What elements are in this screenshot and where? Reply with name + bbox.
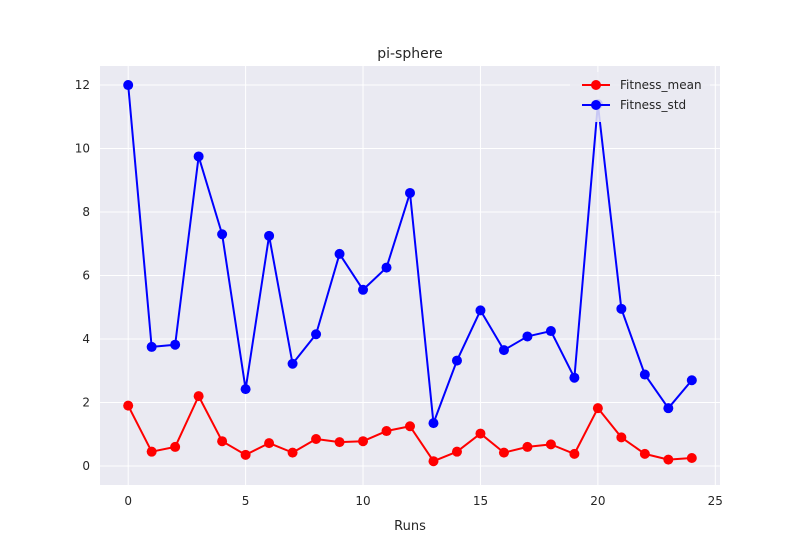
x-tick-label: 0	[124, 494, 132, 508]
data-point-fitness-std	[686, 375, 697, 386]
data-point-fitness-std	[311, 329, 322, 340]
data-point-fitness-std	[123, 80, 134, 91]
legend-marker-fitness-mean	[591, 80, 601, 90]
data-point-fitness-std	[193, 151, 204, 162]
data-point-fitness-std	[287, 358, 298, 369]
y-tick-label: 12	[75, 78, 90, 92]
x-axis-label: Runs	[394, 519, 426, 534]
data-point-fitness-mean	[217, 436, 228, 447]
data-point-fitness-std	[663, 403, 674, 414]
data-point-fitness-std	[616, 303, 627, 314]
data-point-fitness-mean	[334, 437, 345, 448]
data-point-fitness-mean	[405, 421, 415, 432]
data-point-fitness-std	[358, 284, 369, 295]
data-point-fitness-mean	[264, 438, 275, 449]
data-point-fitness-mean	[428, 456, 439, 467]
data-point-fitness-std	[405, 187, 415, 198]
legend-label-fitness-std: Fitness_std	[620, 98, 686, 112]
data-point-fitness-mean	[170, 441, 181, 452]
tick-labels: 0 5 10 15 20 25 0 2 4 6 8 10 12	[75, 78, 723, 508]
data-point-fitness-std	[334, 248, 345, 259]
data-point-fitness-mean	[522, 441, 533, 452]
x-tick-label: 10	[355, 494, 370, 508]
data-point-fitness-mean	[592, 403, 603, 414]
y-tick-label: 10	[75, 142, 90, 156]
x-tick-label: 15	[473, 494, 488, 508]
data-point-fitness-mean	[123, 400, 134, 411]
x-tick-label: 25	[708, 494, 723, 508]
y-tick-label: 6	[82, 269, 90, 283]
data-point-fitness-mean	[616, 432, 627, 443]
y-tick-label: 0	[82, 459, 90, 473]
data-point-fitness-mean	[545, 439, 556, 450]
data-point-fitness-mean	[381, 426, 392, 437]
data-point-fitness-mean	[146, 446, 157, 457]
data-point-fitness-mean	[498, 447, 509, 458]
series-group	[123, 80, 697, 467]
y-tick-label: 2	[82, 395, 90, 409]
data-point-fitness-mean	[240, 449, 251, 460]
y-tick-label: 4	[82, 332, 90, 346]
data-point-fitness-mean	[193, 391, 204, 402]
data-point-fitness-mean	[663, 454, 674, 465]
data-point-fitness-std	[428, 418, 439, 429]
legend-label-fitness-mean: Fitness_mean	[620, 78, 702, 92]
x-tick-label: 20	[590, 494, 605, 508]
data-point-fitness-std	[475, 305, 486, 316]
data-point-fitness-std	[498, 345, 509, 356]
data-point-fitness-mean	[639, 448, 650, 459]
legend-marker-fitness-std	[591, 100, 601, 110]
data-point-fitness-mean	[358, 436, 369, 447]
data-point-fitness-mean	[311, 433, 322, 444]
data-point-fitness-mean	[475, 428, 486, 439]
data-point-fitness-std	[146, 341, 157, 352]
data-point-fitness-mean	[569, 448, 580, 459]
data-point-fitness-std	[451, 355, 462, 366]
data-point-fitness-std	[522, 331, 533, 342]
legend: Fitness_mean Fitness_std	[570, 72, 710, 122]
data-point-fitness-mean	[287, 447, 298, 458]
x-tick-label: 5	[242, 494, 250, 508]
data-point-fitness-std	[569, 372, 580, 383]
data-point-fitness-std	[639, 369, 650, 380]
chart-title: pi-sphere	[377, 46, 443, 62]
data-point-fitness-std	[240, 384, 251, 395]
data-point-fitness-mean	[686, 453, 697, 464]
data-point-fitness-std	[264, 230, 275, 241]
data-point-fitness-std	[217, 229, 228, 240]
y-tick-label: 8	[82, 205, 90, 219]
data-point-fitness-std	[381, 262, 392, 273]
data-point-fitness-mean	[451, 446, 462, 457]
data-point-fitness-std	[170, 339, 181, 350]
data-point-fitness-std	[545, 326, 556, 337]
